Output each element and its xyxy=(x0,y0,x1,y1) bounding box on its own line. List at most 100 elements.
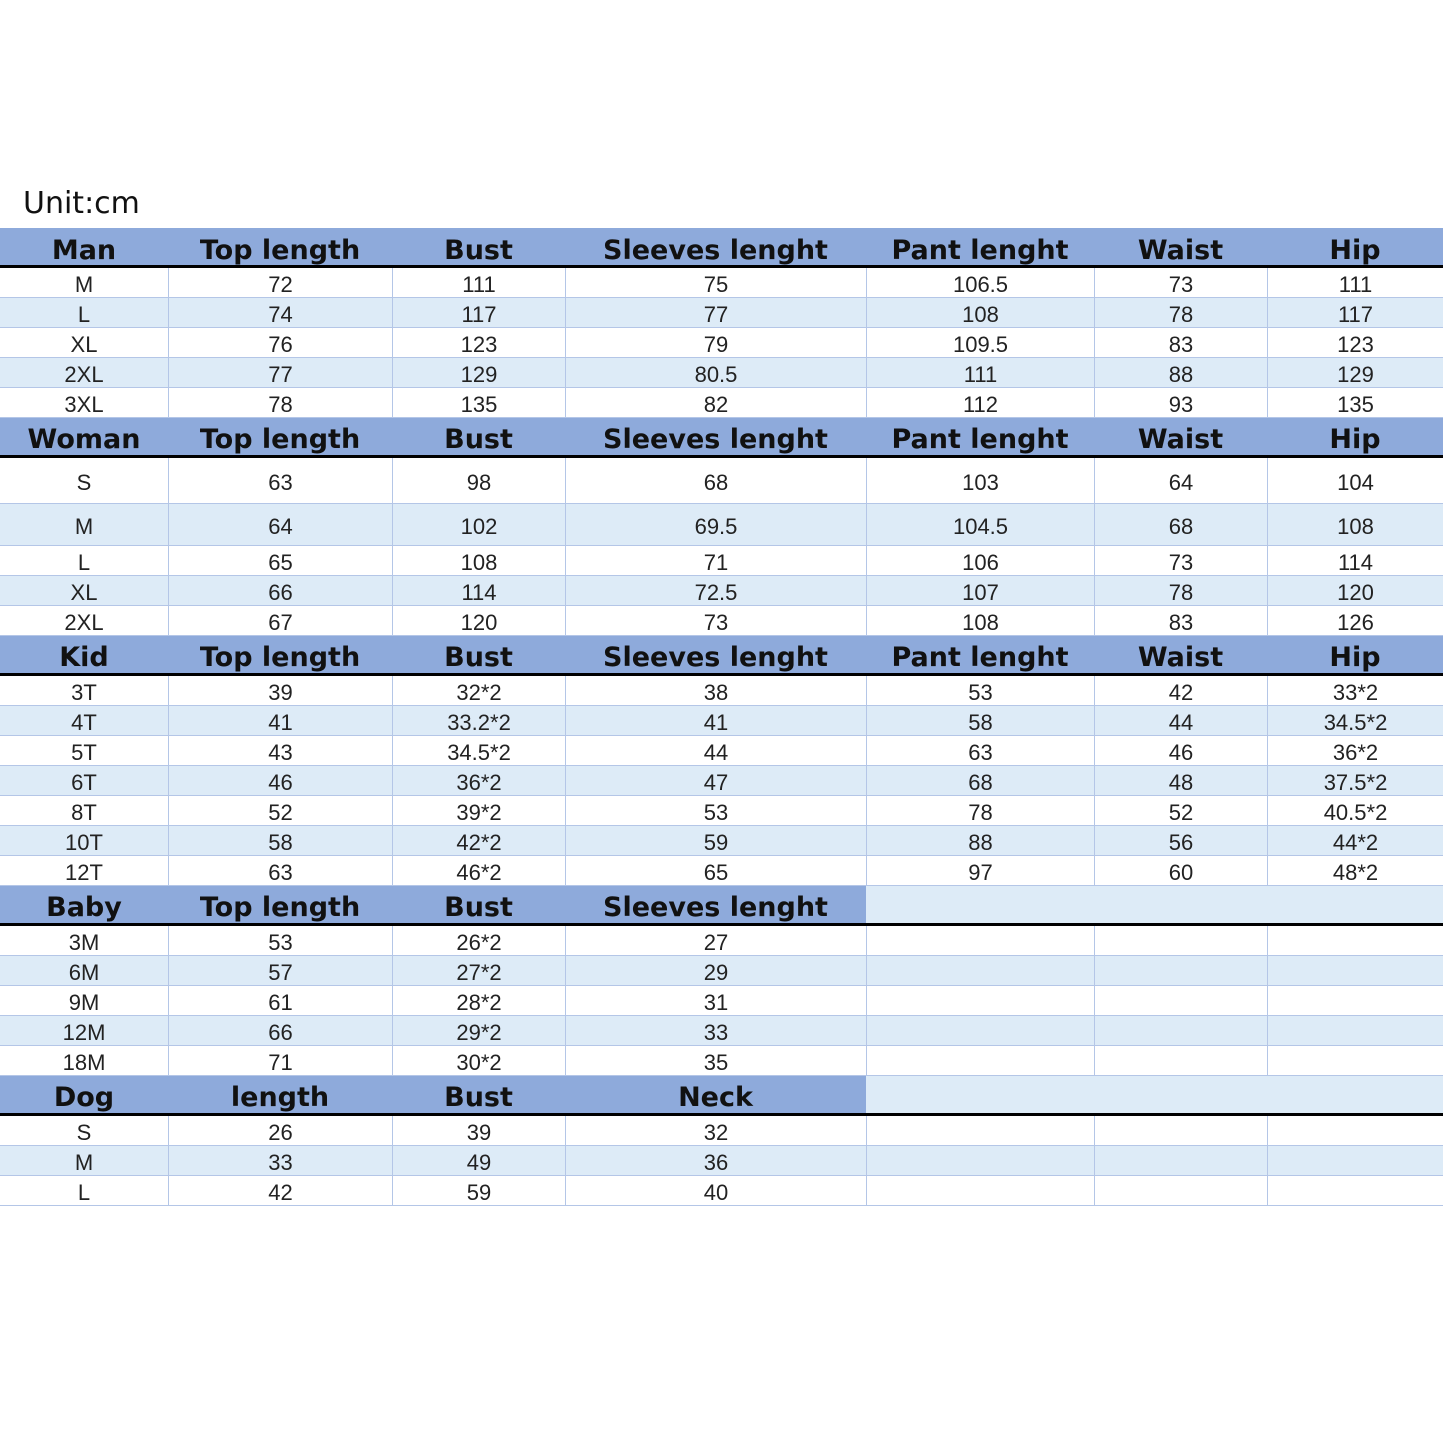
size-label: 3T xyxy=(71,679,97,705)
measurement-cell: 123 xyxy=(1267,328,1443,357)
size-label: 2XL xyxy=(64,609,104,635)
measurement-cell: 135 xyxy=(392,388,565,417)
measurement-cell xyxy=(1267,956,1443,985)
size-chart-table: Man Top length Bust Sleeves lenght Pant leng… xyxy=(0,228,1443,1206)
size-label: XL xyxy=(70,331,98,357)
measurement-cell: 37.5*2 xyxy=(1267,766,1443,795)
column-header: Bust xyxy=(444,1082,513,1113)
column-header: Top length xyxy=(199,424,361,455)
table-row: XL 76 123 79 109.5 83 123 xyxy=(0,328,1443,358)
measurement-cell: 59 xyxy=(392,1176,565,1205)
measurement-cell: 108 xyxy=(866,298,1094,327)
measurement-cell: 106 xyxy=(866,546,1094,575)
measurement-cell xyxy=(1094,1146,1267,1175)
measurement-cell: 33 xyxy=(168,1146,392,1175)
measurement-cell: 29 xyxy=(565,956,866,985)
measurement-cell: 120 xyxy=(1267,576,1443,605)
section-title: Woman xyxy=(27,424,141,455)
column-header: Hip xyxy=(1329,642,1381,673)
table-row: 3M 53 26*2 27 xyxy=(0,926,1443,956)
table-row: 4T 41 33.2*2 41 58 44 34.5*2 xyxy=(0,706,1443,736)
measurement-cell: 53 xyxy=(866,676,1094,705)
measurement-cell: 48*2 xyxy=(1267,856,1443,885)
column-header: Bust xyxy=(444,234,513,266)
measurement-cell: 68 xyxy=(1094,504,1267,545)
measurement-cell: 34.5*2 xyxy=(392,736,565,765)
measurement-cell xyxy=(866,1046,1094,1075)
column-header: Top length xyxy=(199,642,361,673)
measurement-cell: 108 xyxy=(1267,504,1443,545)
measurement-cell xyxy=(1094,1016,1267,1045)
measurement-cell xyxy=(866,986,1094,1015)
measurement-cell: 109.5 xyxy=(866,328,1094,357)
measurement-cell: 78 xyxy=(866,796,1094,825)
measurement-cell: 46 xyxy=(168,766,392,795)
measurement-cell: 64 xyxy=(168,504,392,545)
section-title: Man xyxy=(51,234,117,266)
size-label: 3XL xyxy=(64,391,104,417)
column-header: Waist xyxy=(1137,424,1224,455)
column-header: Sleeves lenght xyxy=(603,424,828,455)
measurement-cell: 111 xyxy=(866,358,1094,387)
size-label: M xyxy=(74,271,94,297)
column-header: Sleeves lenght xyxy=(603,892,828,923)
measurement-cell: 126 xyxy=(1267,606,1443,635)
measurement-cell xyxy=(866,1146,1094,1175)
measurement-cell: 44*2 xyxy=(1267,826,1443,855)
size-label: L xyxy=(77,549,91,575)
measurement-cell: 111 xyxy=(392,268,565,297)
measurement-cell: 52 xyxy=(168,796,392,825)
measurement-cell: 71 xyxy=(168,1046,392,1075)
column-header: Bust xyxy=(444,642,513,673)
measurement-cell xyxy=(1267,1046,1443,1075)
measurement-cell: 108 xyxy=(392,546,565,575)
measurement-cell: 40.5*2 xyxy=(1267,796,1443,825)
size-label: M xyxy=(74,513,94,539)
measurement-cell: 65 xyxy=(168,546,392,575)
measurement-cell: 66 xyxy=(168,576,392,605)
measurement-cell xyxy=(1267,986,1443,1015)
measurement-cell: 63 xyxy=(168,856,392,885)
measurement-cell: 27*2 xyxy=(392,956,565,985)
measurement-cell: 120 xyxy=(392,606,565,635)
column-header: Bust xyxy=(444,892,513,923)
measurement-cell: 39 xyxy=(392,1116,565,1145)
column-header: Neck xyxy=(678,1082,753,1113)
measurement-cell: 88 xyxy=(1094,358,1267,387)
measurement-cell: 36*2 xyxy=(392,766,565,795)
column-header: Bust xyxy=(444,424,513,455)
measurement-cell: 103 xyxy=(866,458,1094,503)
table-row: 5T 43 34.5*2 44 63 46 36*2 xyxy=(0,736,1443,766)
size-label: 4T xyxy=(71,709,97,735)
measurement-cell xyxy=(1267,1016,1443,1045)
measurement-cell: 93 xyxy=(1094,388,1267,417)
column-header: Pant lenght xyxy=(891,234,1069,266)
measurement-cell: 29*2 xyxy=(392,1016,565,1045)
measurement-cell: 63 xyxy=(866,736,1094,765)
measurement-cell: 107 xyxy=(866,576,1094,605)
measurement-cell: 36*2 xyxy=(1267,736,1443,765)
column-header: Waist xyxy=(1137,234,1224,266)
measurement-cell: 42 xyxy=(1094,676,1267,705)
measurement-cell: 33*2 xyxy=(1267,676,1443,705)
measurement-cell: 39*2 xyxy=(392,796,565,825)
measurement-cell: 97 xyxy=(866,856,1094,885)
table-row: M 33 49 36 xyxy=(0,1146,1443,1176)
measurement-cell: 73 xyxy=(1094,268,1267,297)
measurement-cell: 60 xyxy=(1094,856,1267,885)
measurement-cell: 114 xyxy=(392,576,565,605)
measurement-cell xyxy=(1094,986,1267,1015)
size-label: 12T xyxy=(65,859,103,885)
measurement-cell: 46*2 xyxy=(392,856,565,885)
measurement-cell: 53 xyxy=(168,926,392,955)
section-header-row: Woman Top length Bust Sleeves lenght Pant le… xyxy=(0,418,1443,458)
measurement-cell: 108 xyxy=(866,606,1094,635)
column-header: Pant lenght xyxy=(891,642,1069,673)
measurement-cell: 40 xyxy=(565,1176,866,1205)
size-label: M xyxy=(74,1149,94,1175)
size-label: 8T xyxy=(71,799,97,825)
measurement-cell: 78 xyxy=(1094,298,1267,327)
size-label: 6M xyxy=(68,959,100,985)
measurement-cell: 76 xyxy=(168,328,392,357)
column-header: Hip xyxy=(1329,424,1381,455)
